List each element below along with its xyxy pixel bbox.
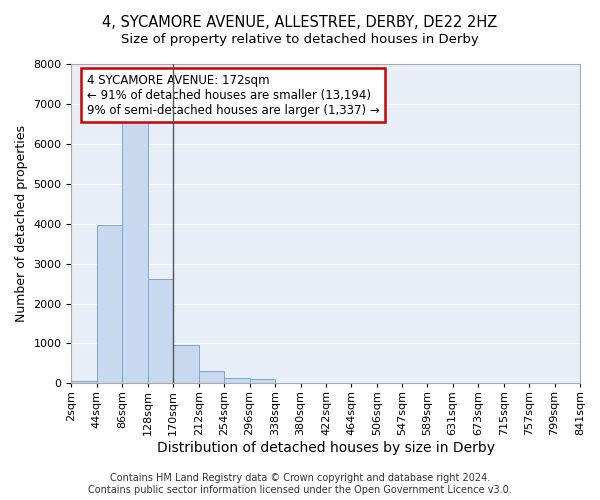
Bar: [71, 380, 97, 384]
Bar: [199, 371, 224, 384]
X-axis label: Distribution of detached houses by size in Derby: Distribution of detached houses by size …: [157, 441, 495, 455]
Text: 4, SYCAMORE AVENUE, ALLESTREE, DERBY, DE22 2HZ: 4, SYCAMORE AVENUE, ALLESTREE, DERBY, DE…: [103, 15, 497, 30]
Y-axis label: Number of detached properties: Number of detached properties: [15, 125, 28, 322]
Text: Contains HM Land Registry data © Crown copyright and database right 2024.
Contai: Contains HM Land Registry data © Crown c…: [88, 474, 512, 495]
Bar: [250, 380, 275, 384]
Bar: [122, 122, 148, 384]
Text: 4 SYCAMORE AVENUE: 172sqm
← 91% of detached houses are smaller (13,194)
9% of se: 4 SYCAMORE AVENUE: 172sqm ← 91% of detac…: [86, 74, 379, 116]
Text: Size of property relative to detached houses in Derby: Size of property relative to detached ho…: [121, 32, 479, 46]
Bar: [97, 225, 122, 384]
Bar: [148, 279, 173, 384]
Bar: [224, 378, 250, 384]
Bar: [173, 345, 199, 384]
